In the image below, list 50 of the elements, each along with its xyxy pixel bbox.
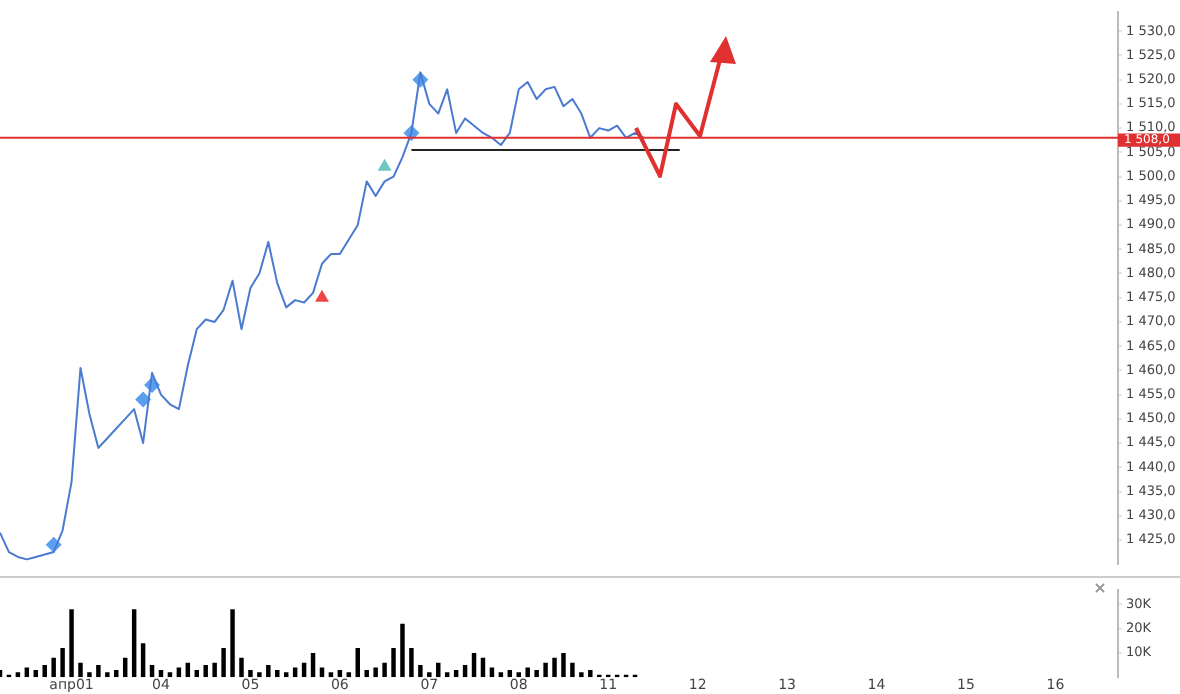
bar — [42, 665, 47, 678]
bar — [248, 669, 253, 678]
bar — [212, 662, 217, 678]
bar — [382, 662, 387, 678]
bar — [114, 669, 119, 678]
bar — [167, 672, 173, 678]
bar — [266, 665, 271, 678]
bar — [543, 662, 548, 678]
bar — [364, 669, 369, 678]
bar — [24, 667, 30, 678]
bar — [400, 623, 405, 678]
bar — [257, 672, 262, 678]
bar — [409, 648, 414, 678]
bar — [87, 672, 92, 678]
bar — [418, 665, 423, 678]
bar — [292, 667, 298, 678]
bar — [391, 648, 396, 678]
bar — [346, 672, 352, 678]
bar — [176, 667, 182, 678]
bar — [275, 669, 280, 678]
bar — [105, 672, 110, 678]
bar — [561, 652, 566, 678]
bar — [230, 609, 235, 678]
bar — [319, 667, 325, 678]
point — [315, 289, 329, 302]
bar — [579, 672, 584, 678]
bar — [498, 672, 504, 678]
bar — [328, 672, 334, 678]
bar — [221, 648, 226, 678]
bar — [60, 648, 65, 678]
point — [377, 158, 392, 171]
bar — [588, 669, 593, 678]
bar — [283, 672, 289, 678]
bar — [239, 657, 244, 678]
point — [135, 391, 152, 408]
bar — [525, 667, 530, 678]
bar — [489, 667, 495, 678]
bar — [69, 609, 74, 678]
bar — [570, 662, 575, 678]
bar — [373, 667, 378, 678]
bar — [15, 672, 21, 678]
bar — [516, 672, 521, 678]
bar — [203, 665, 208, 678]
bar — [96, 665, 101, 678]
bar — [51, 657, 56, 678]
bar — [552, 657, 557, 678]
bar — [427, 672, 432, 678]
bar — [78, 662, 83, 678]
bar — [534, 669, 539, 678]
bar — [444, 672, 450, 678]
